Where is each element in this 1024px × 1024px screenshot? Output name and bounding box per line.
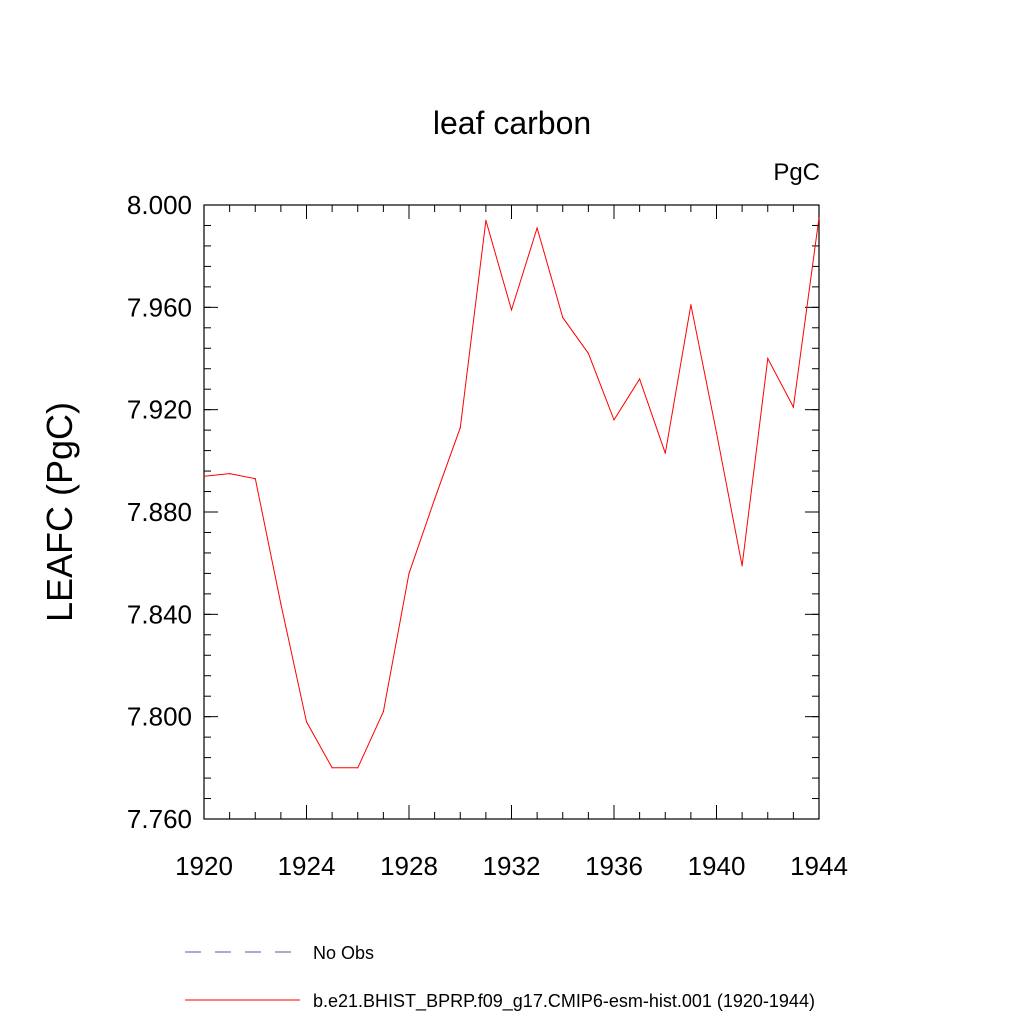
data-point: [510, 309, 513, 311]
y-tick-label: 7.920: [127, 395, 192, 425]
data-point: [536, 227, 538, 229]
data-point: [459, 426, 461, 429]
x-tick-label: 1920: [175, 851, 233, 881]
y-ticks: 7.760 7.800 7.840 7.880 7.920 7.960 8.000: [127, 190, 819, 834]
data-point: [357, 767, 359, 769]
chart-title: leaf carbon: [433, 105, 591, 141]
data-point: [587, 352, 589, 354]
data-point: [382, 710, 384, 713]
legend-label: b.e21.BHIST_BPRP.f09_g17.CMIP6-esm-hist.…: [313, 991, 815, 1012]
data-point: [639, 378, 641, 380]
data-point: [818, 217, 820, 219]
y-tick-label: 7.840: [127, 599, 192, 629]
data-point: [203, 475, 205, 477]
x-tick-label: 1944: [790, 851, 848, 881]
data-point: [562, 316, 564, 319]
y-tick-label: 8.000: [127, 190, 192, 220]
x-tick-label: 1928: [380, 851, 438, 881]
data-point: [792, 406, 794, 408]
legend-label: No Obs: [313, 943, 374, 963]
y-axis-label: LEAFC (PgC): [39, 402, 80, 622]
units-label: PgC: [773, 159, 820, 186]
data-point: [613, 419, 615, 421]
data-point: [741, 565, 743, 567]
x-tick-label: 1940: [688, 851, 746, 881]
data-point: [229, 473, 231, 475]
data-point: [408, 572, 410, 575]
data-point: [715, 432, 718, 434]
data-point: [664, 452, 666, 454]
data-point: [767, 357, 769, 360]
data-point: [254, 478, 256, 480]
y-tick-label: 7.800: [127, 702, 192, 732]
series-group: [203, 217, 820, 769]
y-tick-label: 7.960: [127, 292, 192, 322]
series-line: [203, 217, 820, 769]
data-point: [280, 603, 282, 605]
legend: No Obs b.e21.BHIST_BPRP.f09_g17.CMIP6-esm…: [185, 943, 815, 1012]
data-point: [485, 219, 487, 221]
x-tick-label: 1924: [278, 851, 336, 881]
data-point: [690, 304, 692, 306]
y-tick-label: 7.880: [127, 497, 192, 527]
data-point: [331, 767, 333, 769]
plot-frame: [203, 204, 820, 820]
data-point: [434, 498, 436, 500]
data-point: [305, 721, 308, 723]
x-tick-label: 1936: [585, 851, 643, 881]
x-ticks: 1920 1924 1928 1932 1936 1940 1944: [175, 205, 848, 881]
y-tick-label: 7.760: [127, 804, 192, 834]
x-tick-label: 1932: [483, 851, 541, 881]
